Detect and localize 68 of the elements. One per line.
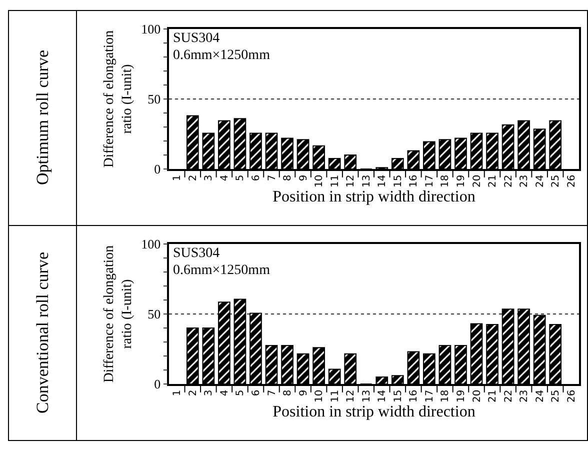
x-tick-label: 11 xyxy=(330,390,341,402)
x-tick-label: 1 xyxy=(172,390,184,396)
x-tick-label: 14 xyxy=(377,174,388,188)
y-tick-label: 0 xyxy=(154,162,161,177)
x-tick-label: 21 xyxy=(488,174,499,188)
x-tick-label: 16 xyxy=(408,174,420,188)
x-tick-label: 23 xyxy=(519,174,530,188)
x-tick-label: 18 xyxy=(440,174,452,188)
y-tick-label: 100 xyxy=(141,22,161,37)
x-tick-label: 10 xyxy=(314,174,326,188)
x-axis-title: Position in strip width direction xyxy=(272,404,476,421)
annotation: SUS304 xyxy=(173,31,220,46)
text: Optimum roll curve xyxy=(32,50,52,186)
x-tick-label: 12 xyxy=(346,390,357,402)
x-tick-label: 3 xyxy=(204,390,215,396)
x-tick-label: 22 xyxy=(503,390,514,402)
y-axis-title: Difference of elongation ratio (I-unit) xyxy=(102,30,136,168)
x-tick-label: 15 xyxy=(392,174,404,188)
annotation: 0.6mm×1250mm xyxy=(173,48,270,63)
y-tick-label: 100 xyxy=(141,236,161,252)
x-tick-label: 20 xyxy=(472,174,483,188)
x-axis-title: Position in strip width direction xyxy=(272,188,476,206)
y-tick-label: 50 xyxy=(148,306,161,322)
x-tick-label: 17 xyxy=(424,390,436,402)
x-tick-label: 11 xyxy=(330,174,341,188)
x-tick-label: 8 xyxy=(282,174,294,182)
y-axis-title: Difference of elongation ratio (I-unit) xyxy=(102,245,136,383)
y-tick-label: 50 xyxy=(148,92,161,107)
x-tick-label: 7 xyxy=(266,174,278,182)
x-tick-label: 4 xyxy=(219,174,230,182)
x-tick-label: 8 xyxy=(282,390,294,396)
x-tick-label: 22 xyxy=(503,174,514,188)
x-tick-label: 9 xyxy=(298,390,310,396)
x-tick-label: 2 xyxy=(188,390,199,396)
annotation: 0.6mm×1250mm xyxy=(173,263,270,278)
x-tick-label: 6 xyxy=(250,390,262,396)
x-tick-label: 26 xyxy=(566,390,578,402)
x-tick-label: 16 xyxy=(408,390,420,402)
x-tick-label: 24 xyxy=(534,174,546,188)
x-tick-label: 15 xyxy=(392,390,404,402)
x-tick-label: 17 xyxy=(424,174,436,188)
x-tick-label: 13 xyxy=(361,174,372,188)
x-tick-label: 7 xyxy=(266,390,278,396)
text: Conventional roll curve xyxy=(32,252,52,414)
x-tick-label: 1 xyxy=(172,174,184,182)
x-tick-label: 5 xyxy=(235,174,246,182)
x-tick-label: 20 xyxy=(472,390,483,402)
x-tick-label: 3 xyxy=(204,174,215,182)
x-tick-label: 13 xyxy=(361,390,372,402)
x-tick-label: 6 xyxy=(250,174,262,182)
x-tick-label: 9 xyxy=(298,174,310,182)
x-tick-label: 19 xyxy=(456,174,467,188)
x-tick-label: 4 xyxy=(219,390,230,396)
x-tick-label: 5 xyxy=(235,390,246,396)
x-tick-label: 2 xyxy=(188,174,199,182)
x-tick-label: 14 xyxy=(377,390,388,402)
x-tick-label: 21 xyxy=(488,390,499,402)
x-tick-label: 26 xyxy=(566,174,578,188)
x-tick-label: 19 xyxy=(456,390,467,402)
x-tick-label: 10 xyxy=(314,390,326,402)
x-tick-label: 12 xyxy=(346,174,357,188)
annotation: SUS304 xyxy=(173,246,220,261)
x-tick-label: 18 xyxy=(440,390,452,402)
x-tick-label: 25 xyxy=(550,390,562,402)
x-tick-label: 25 xyxy=(550,174,562,188)
x-tick-label: 24 xyxy=(534,390,546,402)
x-tick-label: 23 xyxy=(519,390,530,402)
y-tick-label: 0 xyxy=(154,376,161,392)
